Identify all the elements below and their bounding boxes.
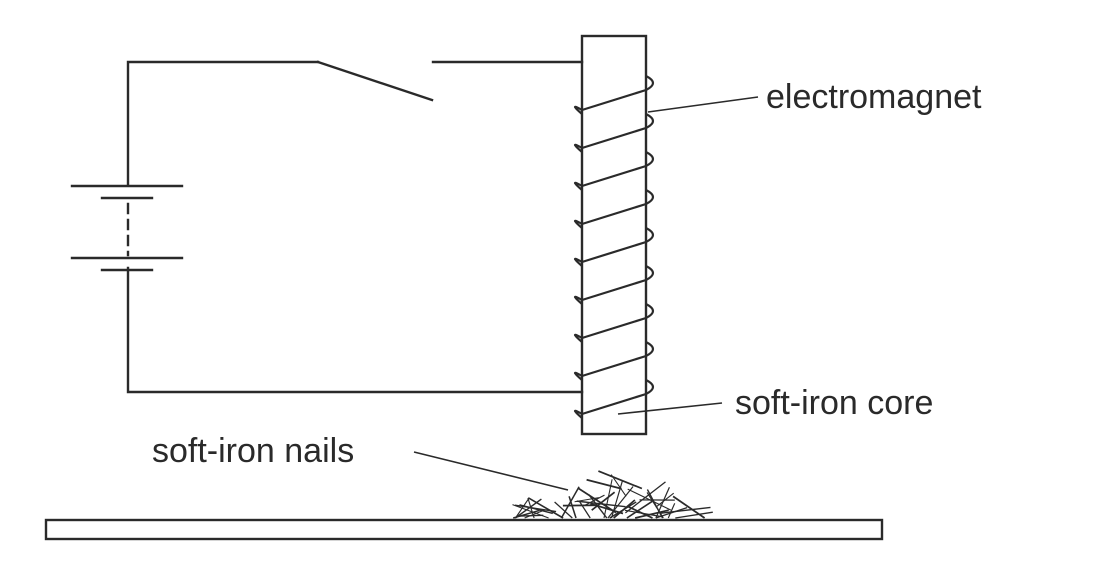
nail <box>659 506 711 514</box>
nail <box>672 495 706 519</box>
nail-pile <box>512 470 713 519</box>
electromagnet-label: electromagnet <box>766 78 982 116</box>
coil-turn-right <box>645 151 655 167</box>
nail <box>554 501 573 519</box>
circuit-wires <box>126 60 584 394</box>
coil-turn-left <box>573 143 583 153</box>
nail <box>568 496 577 519</box>
nail <box>583 494 605 507</box>
coil-turn-front <box>581 240 647 264</box>
nail <box>598 470 643 490</box>
coil-turn-right <box>645 379 655 395</box>
nail <box>527 497 564 519</box>
coil-turn-left <box>573 181 583 191</box>
nail <box>613 499 636 519</box>
soft-iron-core-label: soft-iron core <box>735 384 933 422</box>
nail <box>628 506 653 519</box>
coil-turn-left <box>573 295 583 305</box>
coil-turn-front <box>581 202 647 226</box>
coil-turn-left <box>573 105 583 115</box>
coil-turn-left <box>573 219 583 229</box>
coil-turn-front <box>581 354 647 378</box>
nail <box>577 487 617 514</box>
coil-turn-front <box>581 316 647 340</box>
nail <box>591 491 616 511</box>
switch-blade <box>316 60 434 102</box>
soft-iron-core-pointer <box>617 402 723 415</box>
coil-turn-right <box>645 265 655 281</box>
coil-windings <box>573 75 655 419</box>
nail <box>610 480 624 519</box>
coil-turn-right <box>645 227 655 243</box>
base-board <box>44 518 884 541</box>
coil-turn-right <box>645 341 655 357</box>
nail <box>646 492 664 519</box>
nail <box>610 474 627 497</box>
coil-turn-left <box>573 371 583 381</box>
soft-iron-core <box>580 34 648 436</box>
nail <box>514 504 557 513</box>
coil-turn-right <box>645 113 655 129</box>
coil-turn-left <box>573 333 583 343</box>
coil-turn-left <box>573 409 583 419</box>
soft-iron-nails-pointer <box>413 451 569 491</box>
nail <box>675 511 713 519</box>
coil-turn-front <box>581 88 647 112</box>
coil-turn-left <box>573 257 583 267</box>
coil-turn-front <box>581 126 647 150</box>
nail <box>655 506 688 519</box>
nail <box>514 498 542 519</box>
bottom-wire <box>126 266 584 394</box>
nail <box>579 501 591 519</box>
nail <box>607 486 634 519</box>
top-wire-left <box>126 60 320 187</box>
coil-turn-right <box>645 75 655 91</box>
nail <box>560 486 580 519</box>
nail <box>634 509 669 519</box>
coil-turn-front <box>581 278 647 302</box>
nail <box>626 500 653 519</box>
coil-turn-right <box>645 189 655 205</box>
nail <box>515 498 530 519</box>
coil-turn-front <box>581 392 647 416</box>
soft-iron-nails-label: soft-iron nails <box>152 432 354 470</box>
nail <box>586 478 622 490</box>
electromagnet-pointer <box>647 96 759 113</box>
nail <box>588 494 608 519</box>
coil-turn-right <box>645 303 655 319</box>
nail <box>603 479 613 519</box>
nail <box>524 509 545 519</box>
nail <box>667 503 676 519</box>
battery <box>70 184 184 272</box>
coil-turn-front <box>581 164 647 188</box>
